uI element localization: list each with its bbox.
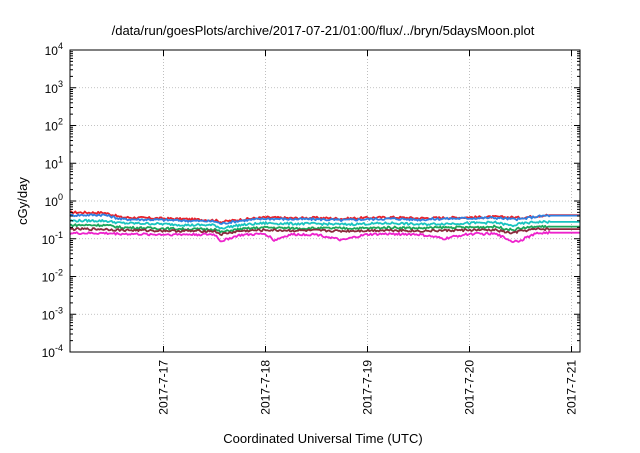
y-tick-exponent: -2	[55, 268, 63, 278]
y-axis-label: cGy/day	[15, 177, 30, 225]
x-axis-ticks: 2017-7-17 2017-7-18 2017-7-19 2017-7-20 2017…	[157, 50, 579, 415]
y-tick-label: 104	[45, 41, 63, 58]
grid-lines	[70, 50, 580, 352]
y-tick-exponent: -3	[55, 305, 63, 315]
y-tick-exponent: -1	[55, 230, 63, 240]
y-tick-label: 10-3	[42, 305, 63, 322]
x-tick-label: 2017-7-18	[259, 360, 273, 415]
y-tick-label: 10-2	[42, 268, 63, 285]
y-tick-exponent: 2	[58, 117, 63, 127]
y-tick-exponent: -4	[55, 343, 63, 353]
series-line-5	[69, 227, 580, 237]
series-line-3	[69, 218, 580, 230]
y-tick-label: 100	[45, 192, 63, 209]
y-tick-label: 10-4	[42, 343, 63, 360]
y-tick-label: 102	[45, 117, 63, 134]
series-line-2	[69, 213, 580, 225]
x-axis-label: Coordinated Universal Time (UTC)	[223, 431, 422, 446]
x-tick-label: 2017-7-17	[157, 360, 171, 415]
series-line-4	[69, 223, 580, 234]
y-tick-label: 101	[45, 154, 63, 171]
y-tick-label: 103	[45, 79, 63, 96]
x-tick-label: 2017-7-21	[565, 360, 579, 415]
series-line-6	[69, 230, 580, 244]
x-tick-label: 2017-7-19	[361, 360, 375, 415]
x-tick-label: 2017-7-20	[463, 360, 477, 415]
y-tick-exponent: 1	[58, 154, 63, 164]
chart-title: /data/run/goesPlots/archive/2017-07-21/0…	[112, 23, 535, 38]
series-lines	[69, 210, 580, 244]
y-tick-label: 10-1	[42, 230, 63, 247]
y-tick-exponent: 0	[58, 192, 63, 202]
y-tick-exponent: 3	[58, 79, 63, 89]
y-tick-exponent: 4	[58, 41, 63, 51]
